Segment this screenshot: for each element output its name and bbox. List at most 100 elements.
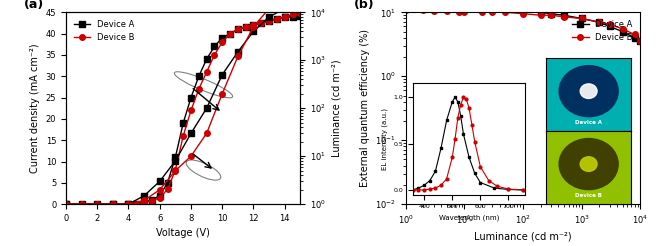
Device A <box>172 156 180 159</box>
Device A <box>288 15 296 18</box>
X-axis label: Voltage (V): Voltage (V) <box>156 229 210 238</box>
Device B <box>630 33 638 36</box>
Device B <box>560 15 568 18</box>
Device A <box>164 181 172 184</box>
Device B <box>140 201 148 204</box>
X-axis label: Luminance (cd m⁻²): Luminance (cd m⁻²) <box>474 232 572 242</box>
Device A <box>187 96 195 99</box>
Device A <box>618 30 626 33</box>
Device B <box>636 40 644 43</box>
Line: Device B: Device B <box>63 10 303 207</box>
Device B <box>78 203 86 206</box>
Device B <box>461 11 469 14</box>
Device B <box>595 21 603 24</box>
Device A <box>280 16 288 19</box>
Device A <box>595 21 603 24</box>
Device A <box>109 203 117 206</box>
Device A <box>195 75 203 78</box>
Y-axis label: External quantum efficiency (%): External quantum efficiency (%) <box>360 29 370 187</box>
Device B <box>242 26 249 29</box>
Device A <box>265 19 273 22</box>
Device B <box>420 8 428 11</box>
Device A <box>180 122 187 125</box>
Device A <box>519 8 527 11</box>
Line: Device A: Device A <box>403 0 643 44</box>
Device B <box>195 88 203 91</box>
Device A <box>226 32 234 35</box>
Y-axis label: Current density (mA cm⁻²): Current density (mA cm⁻²) <box>30 44 40 173</box>
Device A <box>578 17 585 20</box>
Device A <box>461 0 469 2</box>
Device B <box>148 199 156 202</box>
Device A <box>630 36 638 39</box>
Device B <box>93 203 101 206</box>
Device B <box>257 21 265 24</box>
Device B <box>226 32 234 35</box>
Text: (b): (b) <box>354 0 375 12</box>
Device A <box>133 203 141 206</box>
Device A <box>93 203 101 206</box>
Device A <box>249 24 257 27</box>
Device B <box>249 24 257 27</box>
Device A <box>478 1 486 4</box>
Device A <box>488 3 496 6</box>
Device B <box>488 11 496 14</box>
Device B <box>288 13 296 16</box>
Text: (a): (a) <box>24 0 44 12</box>
Device A <box>257 21 265 24</box>
Device A <box>203 58 211 61</box>
Device A <box>502 6 510 9</box>
Device A <box>296 14 304 17</box>
Device A <box>211 45 218 48</box>
Device B <box>187 109 195 112</box>
Device A <box>140 200 148 203</box>
Device B <box>218 41 226 44</box>
Device A <box>242 26 249 29</box>
Device B <box>265 19 273 22</box>
Device B <box>296 12 304 15</box>
Device A <box>125 203 133 206</box>
Legend: Device A, Device B: Device A, Device B <box>568 16 636 45</box>
Device A <box>234 28 242 31</box>
Device B <box>273 17 281 20</box>
Device B <box>156 196 164 199</box>
Device B <box>443 9 451 12</box>
Device B <box>606 23 614 26</box>
Device B <box>125 203 133 206</box>
Device A <box>455 0 463 1</box>
Device A <box>537 11 544 14</box>
Device B <box>180 135 187 138</box>
Device A <box>606 25 614 28</box>
Device B <box>547 14 555 17</box>
Device B <box>109 203 117 206</box>
Device A <box>273 17 281 20</box>
Device A <box>560 14 568 17</box>
Device B <box>62 203 70 206</box>
Device A <box>62 203 70 206</box>
Device A <box>636 40 644 43</box>
Line: Device B: Device B <box>403 7 643 44</box>
Device B <box>502 11 510 14</box>
Device A <box>547 12 555 15</box>
Device B <box>280 15 288 18</box>
Line: Device A: Device A <box>63 13 303 207</box>
Device B <box>234 28 242 31</box>
Device B <box>519 12 527 15</box>
Device B <box>211 53 218 56</box>
Device B <box>455 11 463 14</box>
Device A <box>218 36 226 39</box>
Device B <box>578 17 585 20</box>
Device B <box>618 28 626 31</box>
Device A <box>156 194 164 197</box>
Device B <box>402 8 410 11</box>
Device B <box>430 9 438 12</box>
Legend: Device A, Device B: Device A, Device B <box>70 16 138 45</box>
Device A <box>148 199 156 201</box>
Device B <box>478 11 486 14</box>
Device B <box>203 71 211 74</box>
Device B <box>537 14 544 17</box>
Device B <box>164 188 172 191</box>
Device A <box>78 203 86 206</box>
Device B <box>133 203 141 206</box>
Y-axis label: Luminance (cd m⁻²): Luminance (cd m⁻²) <box>332 60 342 157</box>
